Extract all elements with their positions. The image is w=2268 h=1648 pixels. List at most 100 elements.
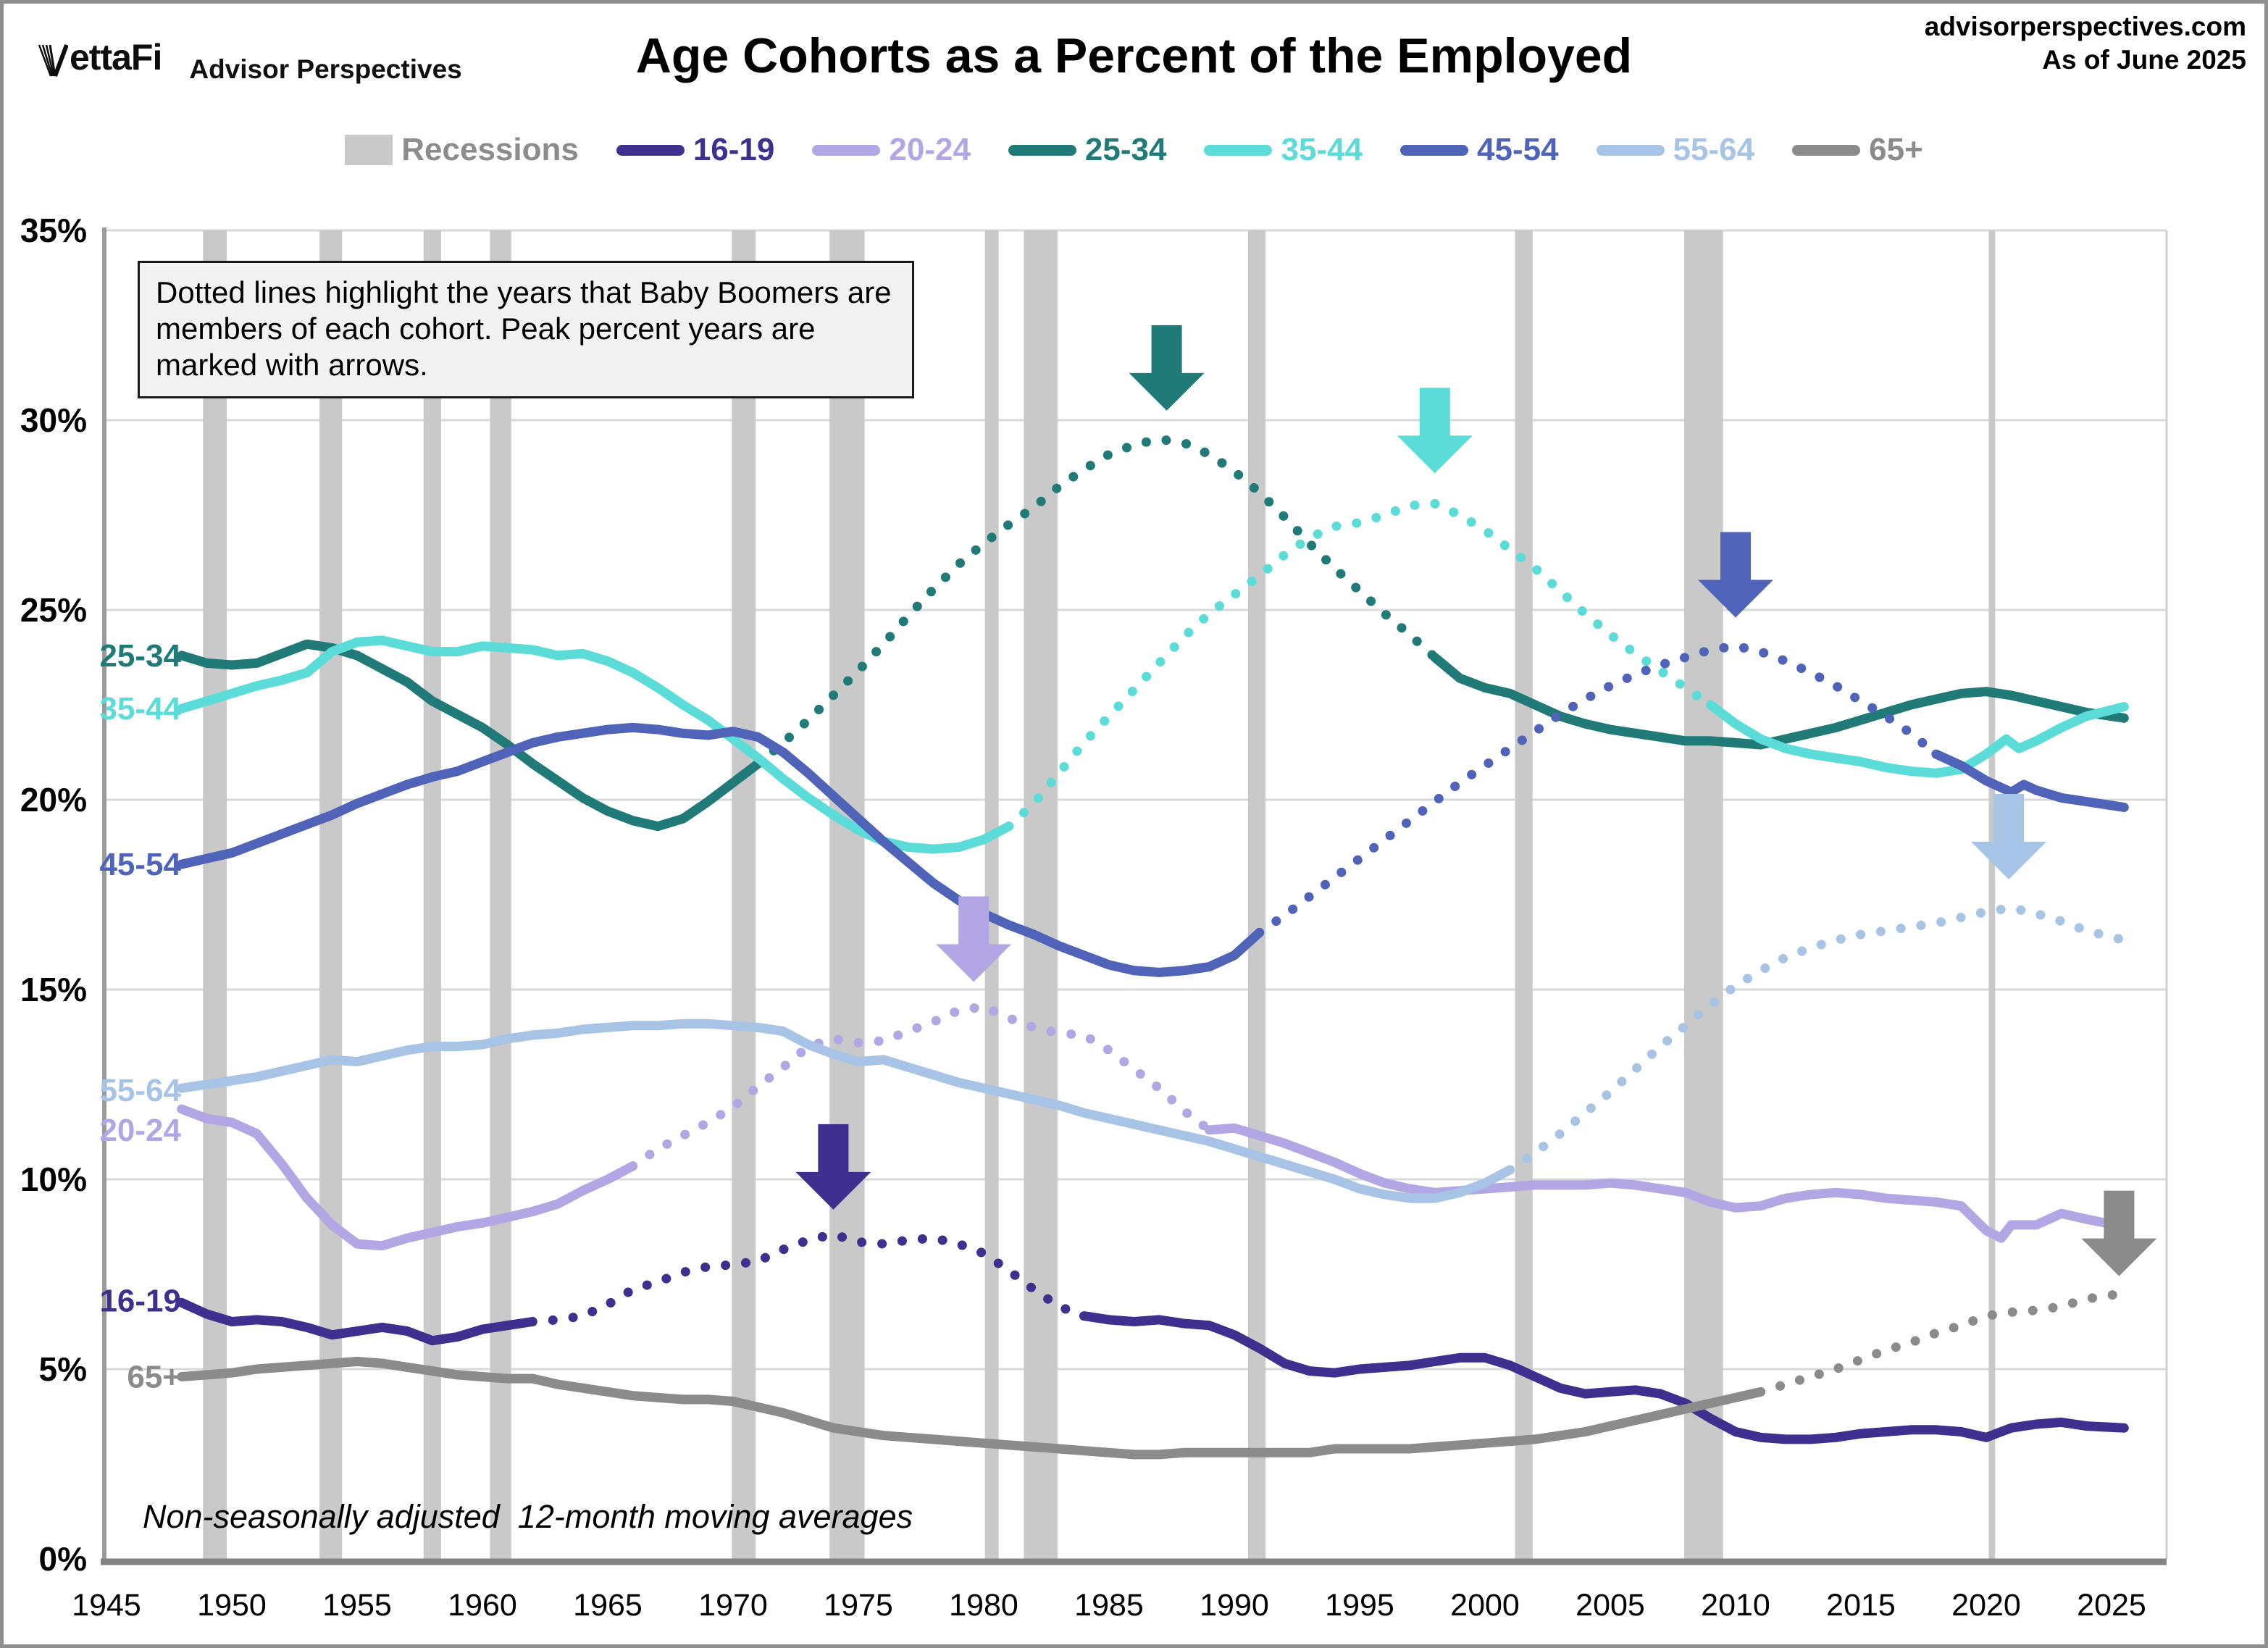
series-35-44-dotted-boomer xyxy=(1004,498,1715,832)
x-tick-label-1965: 1965 xyxy=(573,1588,643,1623)
y-tick-label-30: 30% xyxy=(20,401,87,439)
series-label-55-64: 55-64 xyxy=(99,1073,181,1108)
legend-item-35-44: 35-44 xyxy=(1204,132,1363,168)
legend-item-25-34: 25-34 xyxy=(1008,132,1167,168)
series-45-54-solid-early xyxy=(177,722,1265,977)
legend-item-65-: 65+ xyxy=(1792,132,1923,168)
page-title: Age Cohorts as a Percent of the Employed xyxy=(635,28,1633,83)
peak-arrow-icon-35-44 xyxy=(1397,388,1473,474)
legend-item-16-19: 16-19 xyxy=(616,132,775,168)
series-55-64-dotted-boomer xyxy=(1505,903,2129,1175)
series-label-20-24: 20-24 xyxy=(99,1113,181,1148)
x-tick-label-2020: 2020 xyxy=(1951,1588,2021,1623)
series-16-19-solid-late xyxy=(1079,1311,2129,1444)
x-tick-label-1985: 1985 xyxy=(1074,1588,1144,1623)
x-tick-label-2025: 2025 xyxy=(2077,1588,2146,1623)
x-tick-label-1950: 1950 xyxy=(197,1588,267,1623)
recession-bar-6 xyxy=(984,230,999,1559)
recession-bar-0 xyxy=(203,230,227,1559)
x-tick-label-1970: 1970 xyxy=(698,1588,768,1623)
x-tick-label-1975: 1975 xyxy=(824,1588,893,1623)
legend-label: Recessions xyxy=(401,132,579,167)
recession-bar-10 xyxy=(1684,230,1723,1559)
legend-item-20-24: 20-24 xyxy=(812,132,971,168)
peak-arrow-icon-65+ xyxy=(2081,1190,2157,1276)
x-tick-label-1980: 1980 xyxy=(949,1588,1018,1623)
legend-item-55-64: 55-64 xyxy=(1596,132,1755,168)
legend-label: 45-54 xyxy=(1477,132,1559,167)
peak-arrow-icon-45-54 xyxy=(1698,532,1773,618)
y-tick-label-15: 15% xyxy=(20,971,87,1008)
series-65+-solid-early xyxy=(177,1357,1766,1460)
series-20-24-solid-early xyxy=(177,1104,638,1251)
y-tick-label-10: 10% xyxy=(20,1160,87,1198)
legend-swatch-icon xyxy=(616,144,685,156)
series-16-19-dotted-boomer xyxy=(527,1229,1089,1326)
series-65+-dotted-boomer xyxy=(1756,1288,2129,1397)
x-tick-label-2005: 2005 xyxy=(1576,1588,1645,1623)
y-tick-label-20: 20% xyxy=(20,781,87,819)
legend-swatch-icon xyxy=(1596,144,1665,156)
peak-arrow-icon-25-34 xyxy=(1129,325,1205,411)
source-url: advisorperspectives.com xyxy=(1924,12,2246,41)
recession-bar-8 xyxy=(1248,230,1266,1559)
recession-bar-11 xyxy=(1988,230,1996,1559)
as-of-date: As of June 2025 xyxy=(2042,45,2246,75)
chart-legend: Recessions 16-19 20-24 25-34 35-44 45-54 55-64… xyxy=(0,132,2268,168)
peak-arrow-icon-20-24 xyxy=(936,896,1012,982)
series-25-34-solid-early xyxy=(177,639,763,832)
x-tick-label-2010: 2010 xyxy=(1701,1588,1770,1623)
footnote: Non-seasonally adjusted 12-month moving … xyxy=(143,1498,913,1535)
x-tick-label-1995: 1995 xyxy=(1325,1588,1394,1623)
series-45-54-dotted-boomer xyxy=(1255,641,1941,937)
legend-label: 25-34 xyxy=(1084,132,1167,167)
vettafi-v-icon xyxy=(38,43,68,78)
legend-label: 65+ xyxy=(1869,132,1923,167)
series-35-44-solid-early xyxy=(177,635,1014,854)
recession-bar-5 xyxy=(829,230,865,1559)
legend-label: 55-64 xyxy=(1673,132,1755,167)
peak-arrow-icon-16-19 xyxy=(795,1124,871,1210)
series-45-54-solid-late xyxy=(1931,749,2129,812)
legend-swatch-icon xyxy=(1400,144,1469,156)
recession-bar-3 xyxy=(490,230,511,1559)
series-label-45-54: 45-54 xyxy=(99,847,181,882)
recession-bar-7 xyxy=(1024,230,1058,1559)
series-55-64-solid-early xyxy=(177,1019,1515,1203)
source-block: advisorperspectives.com As of June 2025 xyxy=(1925,10,2246,77)
logo-subtitle: Advisor Perspectives xyxy=(189,54,462,84)
logo-text: ettaFi xyxy=(70,37,162,78)
series-label-65+: 65+ xyxy=(127,1360,181,1395)
y-tick-label-5: 5% xyxy=(39,1350,87,1388)
y-tick-label-0: 0% xyxy=(39,1540,87,1578)
legend-label: 20-24 xyxy=(889,132,971,167)
series-35-44-solid-late xyxy=(1705,700,2129,778)
series-label-16-19: 16-19 xyxy=(99,1284,181,1319)
legend-label: 16-19 xyxy=(692,132,775,167)
vettafi-logo: ettaFi Advisor Perspectives xyxy=(38,36,462,85)
legend-swatch-icon xyxy=(1008,144,1076,156)
x-tick-label-2015: 2015 xyxy=(1826,1588,1896,1623)
series-20-24-solid-late xyxy=(1204,1123,2129,1243)
x-tick-label-1955: 1955 xyxy=(322,1588,392,1623)
x-tick-label-1945: 1945 xyxy=(72,1588,141,1623)
y-tick-label-25: 25% xyxy=(20,591,87,629)
recession-bar-9 xyxy=(1515,230,1533,1559)
legend-swatch-icon xyxy=(1792,144,1861,156)
legend-swatch-icon xyxy=(345,135,393,165)
x-tick-label-1960: 1960 xyxy=(448,1588,517,1623)
legend-swatch-icon xyxy=(812,144,881,156)
peak-arrow-icon-55-64 xyxy=(1971,794,2047,879)
legend-swatch-icon xyxy=(1204,144,1273,156)
series-label-25-34: 25-34 xyxy=(99,638,181,674)
y-tick-label-35: 35% xyxy=(20,212,87,249)
series-20-24-dotted-boomer xyxy=(628,1002,1214,1171)
x-tick-label-1990: 1990 xyxy=(1200,1588,1269,1623)
series-label-35-44: 35-44 xyxy=(99,691,181,727)
annotation-box: Dotted lines highlight the years that Ba… xyxy=(138,261,914,398)
recession-bar-2 xyxy=(423,230,441,1559)
legend-label: 35-44 xyxy=(1281,132,1363,167)
series-16-19-solid-early xyxy=(177,1297,537,1346)
